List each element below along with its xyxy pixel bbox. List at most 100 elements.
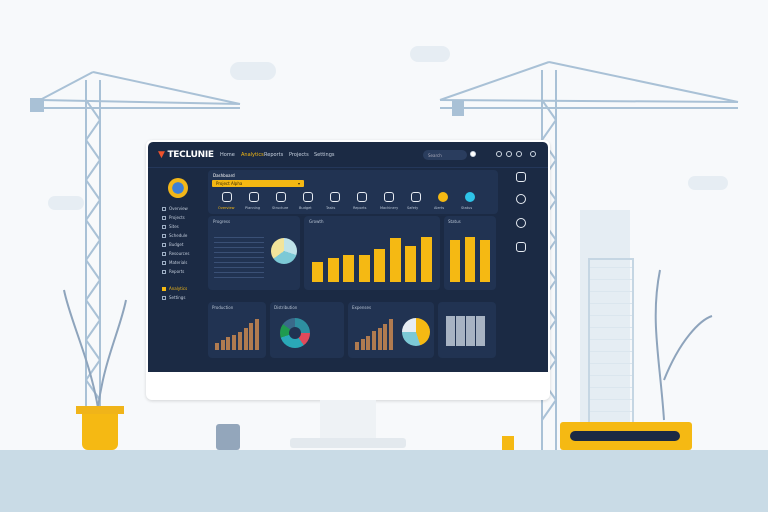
toolbar-icon[interactable]: [303, 192, 313, 202]
top-bar: ▼ TECLUNIE Home Analytics Reports Projec…: [148, 142, 548, 168]
toolbar-icon-label: Structure: [272, 206, 289, 210]
panel-title: Growth: [309, 219, 324, 224]
toolbar-icon-label: Planning: [245, 206, 261, 210]
sidebar-item[interactable]: Schedule: [162, 233, 187, 238]
bar: [232, 334, 237, 350]
toolbar-icon[interactable]: [276, 192, 286, 202]
bar: [372, 331, 376, 350]
dashboard-screen: ▼ TECLUNIE Home Analytics Reports Projec…: [148, 142, 548, 372]
panel-title: Status: [448, 219, 461, 224]
bar: [312, 262, 324, 282]
toolbar-title: Dashboard: [213, 173, 235, 178]
bar: [374, 249, 386, 282]
toolbar-icon-label: Overview: [218, 206, 235, 210]
nav-home[interactable]: Home: [220, 152, 235, 158]
nav-settings[interactable]: Settings: [314, 152, 335, 158]
bar: [220, 340, 225, 350]
bar: [383, 323, 388, 350]
toolbar-icon-label: Reports: [353, 206, 367, 210]
sidebar-item[interactable]: Resources: [162, 251, 189, 256]
panel-title: Progress: [213, 219, 231, 224]
bar: [237, 331, 242, 350]
avatar[interactable]: [168, 178, 188, 198]
monitor-stand: [320, 400, 376, 440]
router: [560, 422, 692, 450]
bar: [243, 327, 248, 350]
nav-projects[interactable]: Projects: [289, 152, 309, 158]
bar: [366, 336, 371, 350]
bar: [389, 319, 394, 350]
right-tools: [510, 172, 540, 292]
nav-reports[interactable]: Reports: [264, 152, 284, 158]
bell-icon[interactable]: [496, 151, 502, 157]
image-grid: [446, 316, 486, 346]
bar: [255, 319, 260, 350]
panel-title: Distribution: [274, 305, 298, 310]
sidebar-item[interactable]: Reports: [162, 269, 184, 274]
toolbar-icon-label: Status: [461, 206, 473, 210]
distribution-panel: Distribution: [270, 302, 344, 358]
sidebar-item[interactable]: Projects: [162, 215, 185, 220]
bar: [377, 328, 382, 350]
toolbar-icon[interactable]: [384, 192, 394, 202]
bar: [420, 236, 432, 282]
toolbar-icon[interactable]: [357, 192, 367, 202]
search-input[interactable]: Search: [423, 150, 467, 160]
bar: [226, 337, 231, 350]
progress-panel: Progress: [208, 216, 300, 290]
pie-chart: [402, 318, 430, 346]
cloud: [410, 46, 450, 62]
link-icon[interactable]: [516, 194, 526, 204]
sidebar-item[interactable]: Sites: [162, 224, 179, 229]
cloud: [688, 176, 728, 190]
toolbar-icon[interactable]: [249, 192, 259, 202]
toggle-icon[interactable]: [470, 151, 476, 157]
planter-rim: [76, 406, 124, 414]
bar: [214, 342, 219, 350]
photo-grid-panel: [438, 302, 496, 358]
pie-chart: [271, 238, 297, 264]
bar: [249, 323, 254, 350]
panel-title: Expenses: [352, 305, 372, 310]
sidebar-item-active[interactable]: Analytics: [162, 286, 187, 291]
gear-icon[interactable]: [506, 151, 512, 157]
bar: [479, 240, 490, 282]
sidebar-item[interactable]: Budget: [162, 242, 183, 247]
user-icon[interactable]: [516, 242, 526, 252]
toolbar-panel: Dashboard Project Alpha ▾ Overview Planni…: [208, 170, 498, 214]
bar: [405, 245, 417, 282]
bar: [354, 342, 359, 350]
toolbar-icon[interactable]: [330, 192, 340, 202]
expenses-panel: Expenses: [348, 302, 434, 358]
toolbar-icon[interactable]: [411, 192, 421, 202]
chain-icon[interactable]: [516, 218, 526, 228]
toolbar-icon-label: Machinery: [380, 206, 399, 210]
user-icon[interactable]: [530, 151, 536, 157]
jar: [216, 424, 240, 450]
logo: ▼ TECLUNIE: [158, 150, 214, 160]
sidebar-item[interactable]: Overview: [162, 206, 188, 211]
project-dropdown[interactable]: Project Alpha ▾: [212, 180, 304, 187]
help-icon[interactable]: [516, 151, 522, 157]
status-list: [214, 234, 264, 278]
sidebar-item[interactable]: Materials: [162, 260, 187, 265]
status-panel: Status: [444, 216, 496, 290]
bar: [450, 240, 461, 282]
nav-analytics[interactable]: Analytics: [241, 152, 264, 158]
donut-chart: [280, 318, 310, 348]
share-icon[interactable]: [516, 172, 526, 182]
cloud: [48, 196, 84, 210]
ground: [0, 450, 768, 512]
bar: [360, 339, 365, 350]
toolbar-icon-label: Tasks: [326, 206, 336, 210]
toolbar-icon[interactable]: [438, 192, 448, 202]
cloud: [230, 62, 276, 80]
growth-panel: Growth: [304, 216, 440, 290]
toolbar-icon[interactable]: [465, 192, 475, 202]
sidebar-item[interactable]: Settings: [162, 295, 185, 300]
production-panel: Production: [208, 302, 266, 358]
toolbar-icon[interactable]: [222, 192, 232, 202]
bar: [389, 238, 401, 282]
sidebar: Overview Projects Sites Schedule Budget …: [148, 168, 204, 372]
planter: [82, 414, 118, 450]
